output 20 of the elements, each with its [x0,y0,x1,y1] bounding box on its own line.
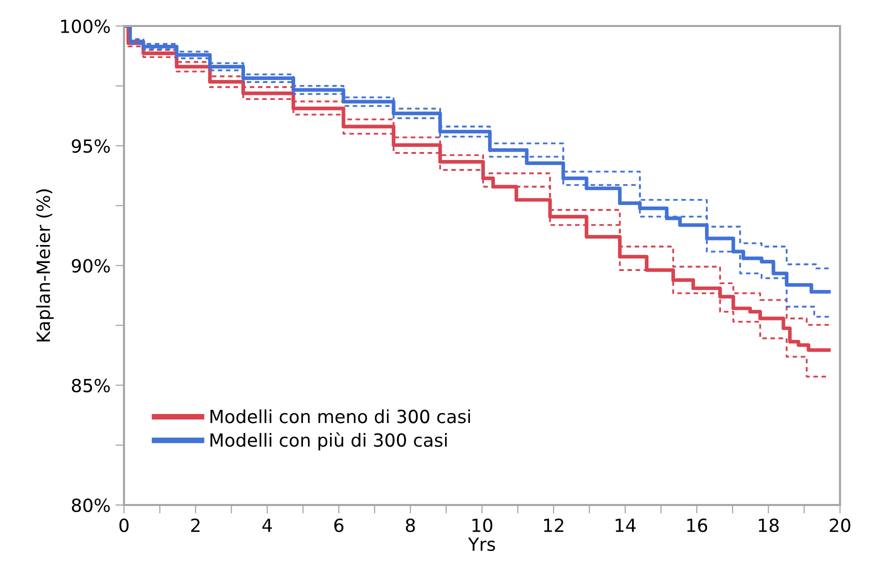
y-tick-label: 90% [72,258,110,273]
legend-label: Modelli con più di 300 casi [210,432,447,450]
y-tick-label: 85% [72,378,110,392]
x-axis-title: Yrs [468,538,496,552]
x-tick-label: 20 [830,518,850,532]
x-tick-label: 2 [191,518,200,532]
x-tick-label: 8 [406,518,415,532]
x-tick-label: 14 [616,518,636,532]
x-tick-label: 18 [758,518,779,532]
y-axis-title: Kaplan-Meier (%) [36,189,54,342]
x-tick-label: 12 [544,518,564,532]
x-tick-label: 16 [687,518,708,532]
x-tick-label: 4 [262,518,272,532]
x-tick-label: 10 [472,518,492,532]
y-tick-label: 95% [72,139,110,153]
x-tick-label: 0 [119,518,129,532]
y-tick-label: 80% [72,498,110,512]
y-tick-label: 100% [61,19,110,34]
x-tick-label: 6 [334,518,344,532]
legend-label: Modelli con meno di 300 casi [210,409,470,424]
